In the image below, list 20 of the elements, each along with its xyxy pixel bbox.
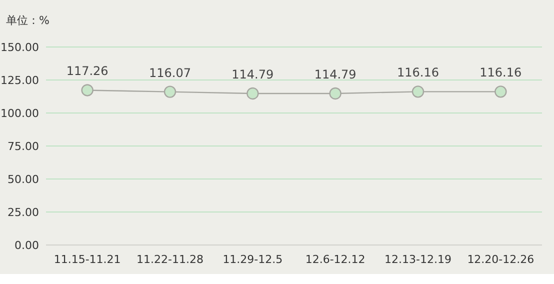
y-tick-label: 75.00 xyxy=(8,140,39,153)
y-axis-title: 单位：% xyxy=(6,14,50,27)
y-tick-label: 100.00 xyxy=(0,107,39,120)
data-label: 116.16 xyxy=(480,66,522,80)
data-label: 114.79 xyxy=(314,67,356,82)
x-tick-label: 12.20-12.26 xyxy=(467,253,534,266)
y-tick-label: 125.00 xyxy=(0,74,39,87)
data-label: 117.26 xyxy=(66,64,108,78)
y-tick-label: 150.00 xyxy=(0,41,39,54)
x-tick-label: 11.15-11.21 xyxy=(54,253,121,266)
x-tick-label: 12.6-12.12 xyxy=(305,253,366,266)
y-tick-label: 25.00 xyxy=(8,206,39,219)
x-tick-label: 11.22-11.28 xyxy=(136,253,204,266)
y-tick-label: 50.00 xyxy=(8,173,39,186)
data-label: 116.16 xyxy=(397,66,439,80)
data-label: 114.79 xyxy=(232,67,274,82)
x-tick-label: 11.29-12.5 xyxy=(222,253,283,266)
y-tick-label: 0.00 xyxy=(14,239,39,252)
x-tick-label: 12.13-12.19 xyxy=(384,253,452,266)
data-label: 116.07 xyxy=(149,66,191,80)
